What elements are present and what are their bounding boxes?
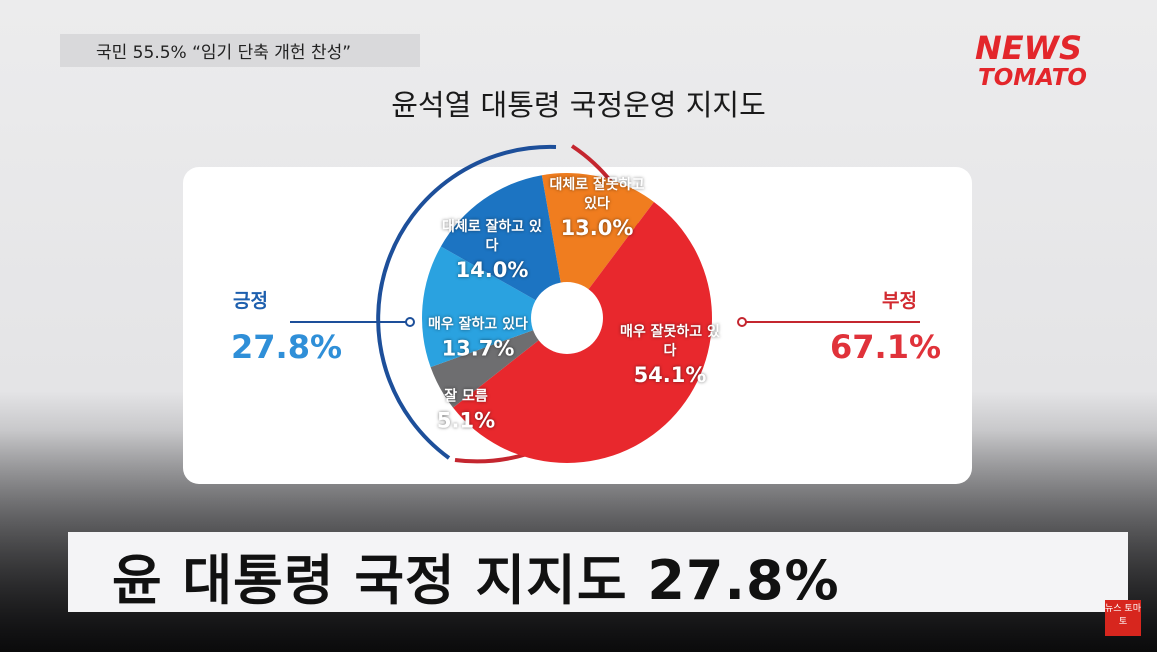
- positive-label: 긍정: [233, 290, 268, 312]
- logo-tomato: TOMATO: [978, 65, 1087, 91]
- caption-band: [68, 532, 1128, 612]
- negative-label: 부정: [882, 290, 917, 312]
- logo-news: NEWS: [975, 29, 1082, 67]
- segment-name: 매우 잘못하고 있다: [620, 324, 720, 359]
- donut-segment: [541, 173, 654, 318]
- positive-dot: [405, 317, 415, 327]
- donut-segment: [430, 318, 567, 408]
- segment-label: 매우 잘못하고 있다 54.1%: [605, 323, 735, 387]
- segment-name: 대체로 잘못하고 있다: [549, 177, 645, 212]
- donut-segment: [440, 175, 567, 318]
- positive-arc: [376, 144, 557, 460]
- donut-hole: [531, 282, 603, 354]
- headline: 국민 55.5% “임기 단축 개헌 찬성”: [96, 43, 352, 63]
- segment-value: 5.1%: [436, 408, 496, 433]
- segment-label: 대체로 잘못하고 있다 13.0%: [532, 176, 662, 240]
- positive-value: 27.8%: [231, 328, 343, 366]
- donut-segment: [421, 246, 567, 368]
- segment-name: 잘 모름: [444, 388, 488, 405]
- corner-logo-box: [1105, 600, 1141, 636]
- headline-box: [60, 34, 420, 67]
- segment-label: 매우 잘하고 있다 13.7%: [413, 316, 543, 361]
- segment-label: 잘 모름 5.1%: [401, 388, 531, 433]
- segment-name: 매우 잘하고 있다: [428, 316, 528, 333]
- segment-value: 13.0%: [560, 216, 634, 240]
- segment-value: 13.7%: [441, 336, 515, 361]
- negative-value: 67.1%: [830, 328, 942, 366]
- segment-name: 대체로 잘하고 있다: [442, 219, 542, 254]
- segment-value: 54.1%: [633, 363, 707, 387]
- segment-label: 대체로 잘하고 있다 14.0%: [427, 218, 557, 282]
- negative-dot: [737, 317, 747, 327]
- caption: 윤 대통령 국정 지지도 27.8%: [112, 549, 840, 612]
- chart-title: 윤석열 대통령 국정운영 지지도: [391, 88, 766, 122]
- corner-logo: 뉴스 토마토: [1105, 604, 1141, 627]
- segment-value: 14.0%: [455, 258, 529, 282]
